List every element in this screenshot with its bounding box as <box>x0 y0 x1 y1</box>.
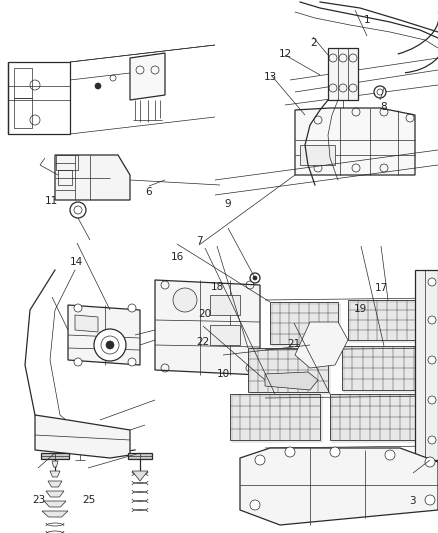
Polygon shape <box>300 145 335 165</box>
Bar <box>272 304 340 346</box>
Text: 19: 19 <box>354 304 367 314</box>
Text: 6: 6 <box>145 187 152 197</box>
Text: 20: 20 <box>198 310 212 319</box>
Text: 1: 1 <box>364 15 371 25</box>
Circle shape <box>255 455 265 465</box>
Circle shape <box>428 316 436 324</box>
Circle shape <box>425 495 435 505</box>
Text: 9: 9 <box>224 199 231 208</box>
Bar <box>350 302 428 342</box>
Text: 14: 14 <box>70 257 83 267</box>
Bar <box>14 98 32 128</box>
Text: 11: 11 <box>45 197 58 206</box>
Text: 3: 3 <box>409 496 416 506</box>
Circle shape <box>428 396 436 404</box>
Text: 21: 21 <box>288 340 301 349</box>
Polygon shape <box>44 501 66 507</box>
Polygon shape <box>68 305 140 365</box>
Polygon shape <box>52 461 58 467</box>
Circle shape <box>374 86 386 98</box>
Bar <box>248 348 328 392</box>
Text: 8: 8 <box>380 102 387 111</box>
Polygon shape <box>295 322 348 368</box>
Bar <box>14 68 32 98</box>
Circle shape <box>428 278 436 286</box>
Polygon shape <box>48 481 62 487</box>
Circle shape <box>385 450 395 460</box>
Bar <box>344 348 426 392</box>
Polygon shape <box>50 471 60 477</box>
Circle shape <box>253 276 257 280</box>
Bar <box>270 302 338 344</box>
Circle shape <box>94 329 126 361</box>
Circle shape <box>70 202 86 218</box>
Text: 13: 13 <box>264 72 277 82</box>
Bar <box>330 394 420 440</box>
Polygon shape <box>155 280 260 375</box>
Polygon shape <box>128 453 152 459</box>
Polygon shape <box>46 491 64 497</box>
Circle shape <box>250 273 260 283</box>
Bar <box>232 396 322 442</box>
Bar <box>348 300 426 340</box>
Polygon shape <box>328 48 358 100</box>
Bar <box>210 325 240 345</box>
Circle shape <box>285 447 295 457</box>
Text: 23: 23 <box>32 495 45 505</box>
Polygon shape <box>415 270 438 460</box>
Bar <box>230 394 320 440</box>
Bar <box>332 396 422 442</box>
Polygon shape <box>295 108 415 175</box>
Circle shape <box>330 447 340 457</box>
Circle shape <box>128 304 136 312</box>
Circle shape <box>128 358 136 366</box>
Text: 7: 7 <box>196 236 203 246</box>
Polygon shape <box>35 415 130 458</box>
Polygon shape <box>75 315 98 332</box>
Circle shape <box>74 358 82 366</box>
Polygon shape <box>132 471 148 481</box>
Bar <box>8 62 70 134</box>
Circle shape <box>95 83 101 89</box>
Polygon shape <box>41 453 69 459</box>
Text: 25: 25 <box>82 495 95 505</box>
Text: 18: 18 <box>211 282 224 292</box>
Text: 10: 10 <box>217 369 230 379</box>
Text: 22: 22 <box>197 337 210 347</box>
Circle shape <box>425 457 435 467</box>
Circle shape <box>74 304 82 312</box>
Text: 12: 12 <box>279 50 292 59</box>
Circle shape <box>428 436 436 444</box>
Text: 17: 17 <box>374 283 388 293</box>
Circle shape <box>173 288 197 312</box>
Bar <box>250 350 330 394</box>
Text: 2: 2 <box>310 38 317 47</box>
Circle shape <box>250 500 260 510</box>
Bar <box>342 346 424 390</box>
Polygon shape <box>265 372 318 390</box>
Circle shape <box>106 341 114 349</box>
Polygon shape <box>130 53 165 100</box>
Text: 16: 16 <box>171 252 184 262</box>
Bar <box>210 295 240 315</box>
Polygon shape <box>240 448 438 525</box>
Circle shape <box>428 356 436 364</box>
Polygon shape <box>42 511 68 517</box>
Polygon shape <box>55 155 130 200</box>
